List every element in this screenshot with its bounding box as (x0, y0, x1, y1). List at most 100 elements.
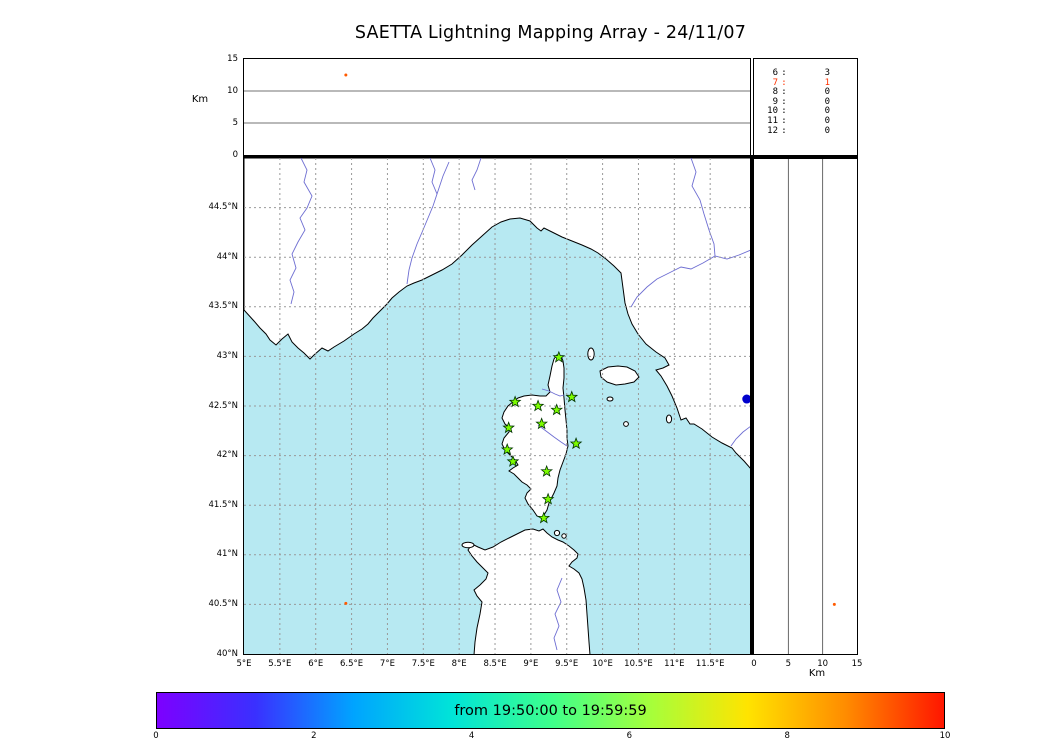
elba-island (599, 365, 640, 386)
colorbar-tick-label: 8 (784, 731, 790, 741)
map-graticule (244, 158, 750, 654)
station-count-colon: : (781, 68, 787, 78)
station-count-id: 9 (772, 96, 778, 107)
lon-tick-label: 10°E (592, 659, 613, 669)
altitude-axis-label: Km (191, 94, 209, 105)
source-point-dot (344, 73, 348, 77)
sardinia-coast (467, 528, 591, 654)
station-count-cnt: 0 (824, 125, 830, 136)
asinara-island (461, 541, 475, 549)
alt-tick-label: 0 (232, 149, 238, 160)
station-count-id: 8 (772, 87, 778, 98)
lon-tick-label: 7.5°E (411, 659, 435, 669)
lma-station-star (500, 442, 514, 456)
station-count-id: 10 (767, 106, 778, 117)
station-count-cnt: 1 (824, 77, 830, 88)
lma-station-star (537, 511, 551, 524)
station-count-id: 7 (772, 77, 778, 88)
time-colorbar: from 19:50:00 to 19:59:59 (156, 692, 945, 729)
side-tick-label: 10 (817, 659, 829, 669)
lma-station-star (540, 464, 553, 477)
land-masses (244, 158, 750, 654)
station-count-colon: : (781, 125, 787, 136)
river (471, 158, 482, 191)
lon-tick-label: 6.5°E (340, 659, 364, 669)
side-tick-label: 0 (751, 659, 757, 669)
plan-view-map-panel (243, 155, 753, 655)
maddalena-island (553, 529, 561, 537)
colorbar-time-range-label: from 19:50:00 to 19:59:59 (454, 702, 647, 719)
side-panel-canvas (787, 159, 836, 654)
colorbar-tick-label: 0 (153, 731, 159, 741)
alt-tick-label: 5 (232, 117, 238, 128)
map-markers-layer (344, 350, 750, 605)
lon-tick-label: 6°E (308, 659, 324, 669)
montecristo-island (623, 421, 629, 427)
lon-tick-label: 11°E (664, 659, 685, 669)
station-count-colon: : (781, 87, 787, 98)
station-count-cnt: 3 (824, 68, 830, 78)
river (730, 426, 750, 447)
lon-tick-label: 10.5°E (624, 659, 653, 669)
lon-tick-label: 8.5°E (483, 659, 507, 669)
station-count-row: 9: 0 (762, 96, 851, 108)
river (537, 424, 568, 447)
coastline-map (244, 158, 750, 654)
lma-station-star (550, 403, 564, 416)
lat-tick-label: 43.5°N (208, 301, 238, 312)
station-count-id: 11 (767, 115, 778, 126)
lma-station-star (535, 417, 548, 430)
source-point-dot (832, 602, 836, 606)
station-count-colon: : (781, 96, 787, 107)
lat-tick-label: 42.5°N (208, 400, 238, 411)
station-count-cnt: 0 (824, 115, 830, 126)
lma-station-star (565, 390, 579, 403)
station-count-cnt: 0 (824, 87, 830, 98)
lon-tick-label: 8°E (451, 659, 467, 669)
maddalena-island-2 (561, 533, 567, 539)
lon-tick-label: 7°E (379, 659, 395, 669)
alt-tick-label: 10 (227, 85, 238, 96)
station-count-row: 7: 1 (762, 77, 851, 89)
lat-tick-label: 40.5°N (208, 598, 238, 609)
river (436, 161, 450, 195)
capraia-island (587, 347, 595, 361)
lma-station-star (506, 454, 520, 467)
plot-title: SAETTA Lightning Mapping Array - 24/11/0… (354, 23, 747, 43)
station-count-colon: : (781, 77, 787, 88)
river (690, 158, 716, 257)
lat-tick-label: 40°N (216, 648, 238, 659)
corsica-coast (501, 354, 569, 519)
altitude-vs-longitude-panel (243, 58, 751, 156)
side-tick-label: 15 (851, 659, 863, 669)
lon-tick-label: 5°E (236, 659, 252, 669)
station-count-colon: : (781, 106, 787, 117)
lma-station-star (502, 421, 515, 434)
lma-station-star (569, 437, 583, 450)
lma-station-star (531, 399, 545, 412)
colorbar-tick-label: 2 (311, 731, 317, 741)
lma-station-star (541, 492, 555, 505)
lon-tick-label: 11.5°E (695, 659, 725, 669)
river (406, 158, 438, 285)
lon-tick-label: 9.5°E (555, 659, 579, 669)
side-tick-label: 5 (785, 659, 792, 669)
station-count-row: 6: 3 (762, 68, 851, 79)
lon-tick-label: 9°E (523, 659, 539, 669)
altitude-panel-canvas (244, 73, 750, 124)
lat-tick-label: 43°N (216, 350, 238, 361)
alt-tick-label: 15 (227, 53, 238, 64)
lat-tick-label: 41°N (216, 549, 238, 560)
river (289, 158, 313, 305)
station-count-row: 10: 0 (762, 107, 851, 117)
source-point-dot (344, 601, 348, 605)
rivers (289, 158, 750, 651)
colorbar-tick-label: 6 (626, 731, 633, 741)
colorbar-tick-label: 4 (468, 731, 475, 741)
station-count-panel: 6: 3 7: 1 8: 0 9: 0 10: 0 11: 0 12: 0 (753, 58, 858, 158)
lat-tick-label: 44°N (216, 251, 238, 262)
lma-station-star (508, 395, 522, 408)
lat-tick-label: 42°N (216, 450, 238, 461)
station-count-row: 8: 0 (762, 88, 851, 98)
